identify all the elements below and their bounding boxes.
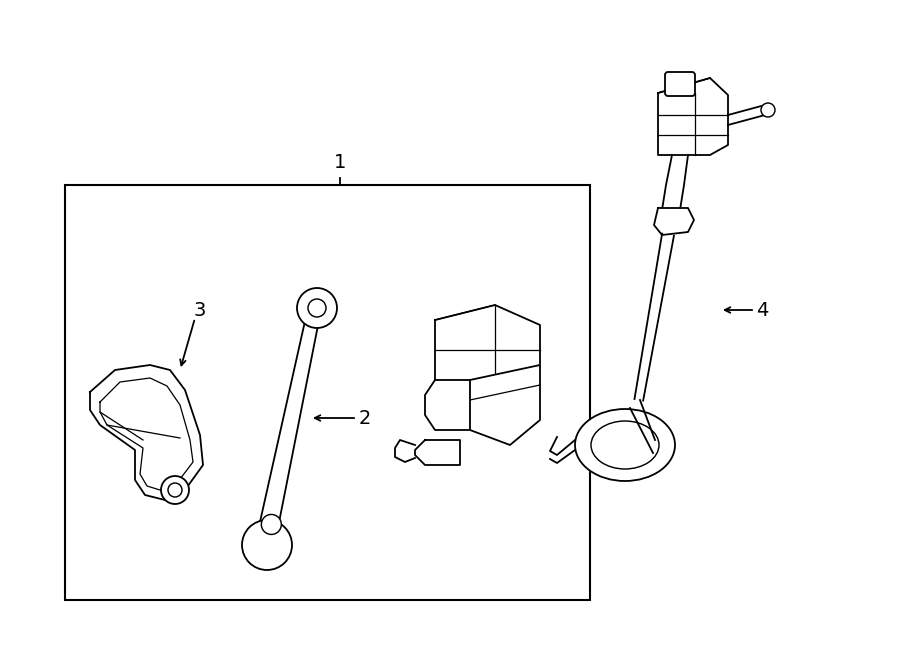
Circle shape [297, 288, 337, 328]
Polygon shape [425, 380, 470, 430]
Bar [65, 185, 590, 600]
Circle shape [168, 483, 182, 497]
Circle shape [308, 299, 326, 317]
Polygon shape [140, 370, 157, 387]
Text: 1: 1 [334, 153, 346, 171]
Circle shape [242, 520, 292, 570]
Circle shape [261, 514, 282, 535]
Circle shape [761, 103, 775, 117]
Circle shape [161, 476, 189, 504]
Polygon shape [654, 208, 694, 235]
Polygon shape [470, 365, 540, 445]
Ellipse shape [591, 421, 659, 469]
Ellipse shape [575, 409, 675, 481]
FancyBboxPatch shape [665, 72, 695, 96]
Polygon shape [435, 305, 540, 380]
Text: 2: 2 [359, 408, 371, 428]
Text: 4: 4 [756, 301, 769, 319]
Polygon shape [658, 78, 728, 155]
Polygon shape [415, 440, 460, 465]
Text: 3: 3 [194, 301, 206, 319]
Polygon shape [90, 365, 203, 500]
